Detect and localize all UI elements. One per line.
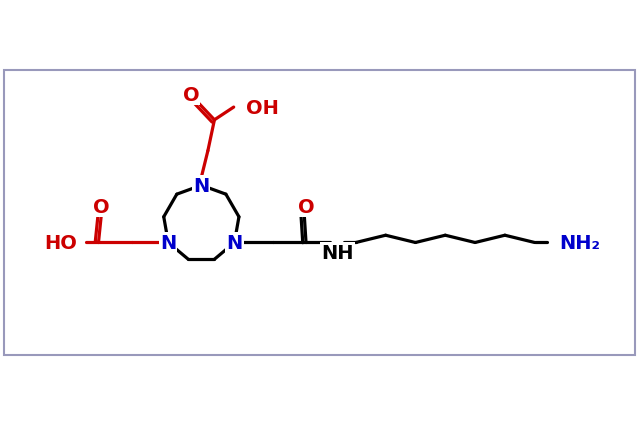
Text: N: N xyxy=(193,176,210,195)
Text: OH: OH xyxy=(247,98,279,117)
Text: NH₂: NH₂ xyxy=(559,233,601,252)
Text: N: N xyxy=(160,233,176,252)
Text: NH: NH xyxy=(321,244,354,262)
Text: HO: HO xyxy=(44,233,77,252)
Text: O: O xyxy=(298,198,314,217)
Text: O: O xyxy=(183,86,199,105)
Text: N: N xyxy=(226,233,243,252)
Text: O: O xyxy=(93,198,110,217)
